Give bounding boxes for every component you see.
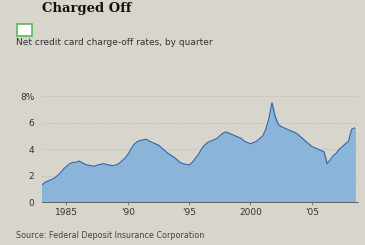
Text: Charged Off: Charged Off [42,2,131,15]
Text: Source: Federal Deposit Insurance Corporation: Source: Federal Deposit Insurance Corpor… [16,231,205,240]
Text: Net credit card charge-off rates, by quarter: Net credit card charge-off rates, by qua… [16,38,213,47]
FancyBboxPatch shape [17,24,32,37]
